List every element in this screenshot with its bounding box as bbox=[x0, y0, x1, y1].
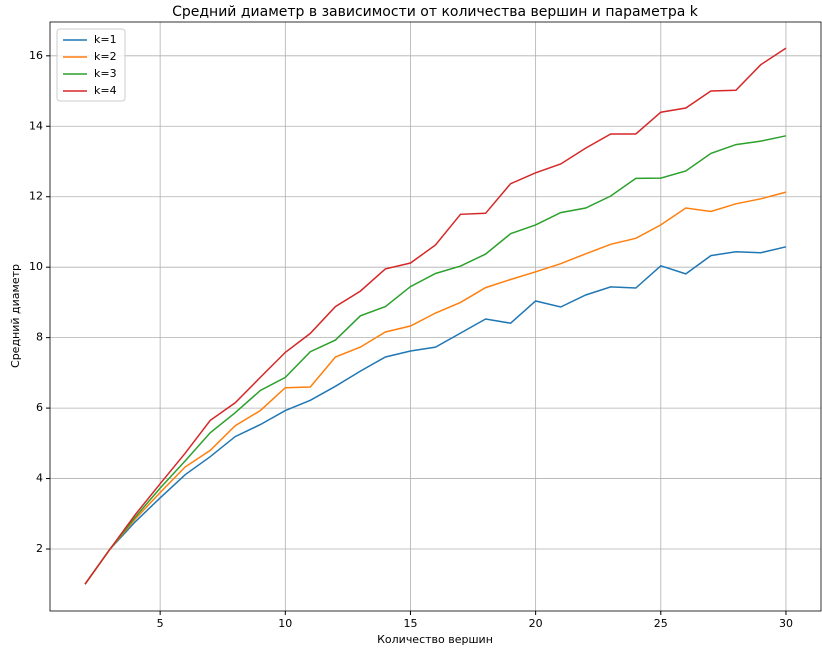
y-tick-label: 6 bbox=[36, 401, 43, 414]
x-tick-label: 5 bbox=[157, 617, 164, 630]
y-axis-label: Средний диаметр bbox=[9, 264, 22, 368]
x-tick-label: 30 bbox=[779, 617, 793, 630]
y-tick-label: 14 bbox=[29, 119, 43, 132]
y-tick-label: 8 bbox=[36, 331, 43, 344]
x-tick-label: 25 bbox=[654, 617, 668, 630]
y-tick-label: 10 bbox=[29, 260, 43, 273]
legend-label: k=4 bbox=[94, 84, 117, 97]
series-line bbox=[84, 135, 787, 585]
legend-box bbox=[56, 28, 126, 102]
x-tick-label: 10 bbox=[278, 617, 292, 630]
y-tick-label: 2 bbox=[36, 542, 43, 555]
chart-title: Средний диаметр в зависимости от количес… bbox=[172, 4, 699, 20]
y-tick-label: 4 bbox=[36, 472, 43, 485]
legend-label: k=3 bbox=[94, 67, 117, 80]
y-tick-label: 16 bbox=[29, 49, 43, 62]
x-tick-label: 15 bbox=[403, 617, 417, 630]
y-tick-label: 12 bbox=[29, 190, 43, 203]
plot-frame bbox=[49, 21, 822, 612]
legend-label: k=1 bbox=[94, 33, 117, 46]
series-line bbox=[84, 246, 787, 585]
series-line bbox=[84, 47, 787, 585]
series-line bbox=[84, 191, 787, 585]
legend-label: k=2 bbox=[94, 50, 117, 63]
x-axis-label: Количество вершин bbox=[377, 633, 493, 646]
x-tick-label: 20 bbox=[529, 617, 543, 630]
